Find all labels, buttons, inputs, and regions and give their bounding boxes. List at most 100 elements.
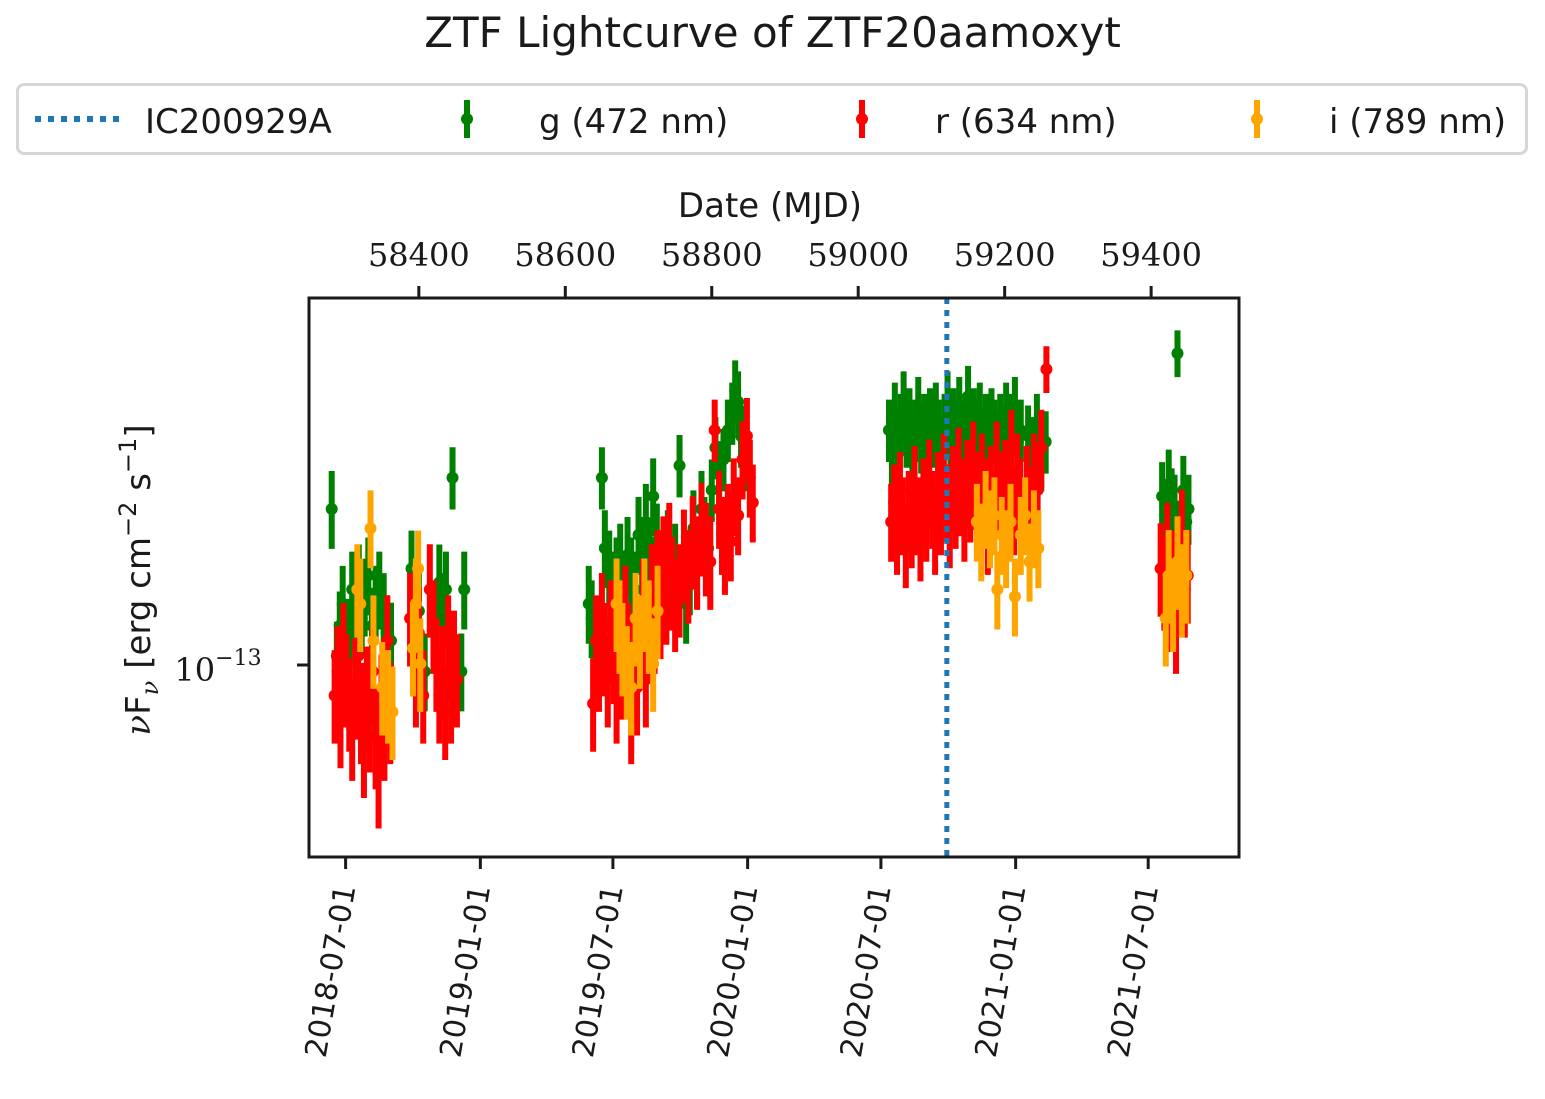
point-marker xyxy=(386,705,399,718)
data-point xyxy=(450,634,463,728)
data-layer xyxy=(325,330,1195,829)
data-point xyxy=(458,551,471,630)
y-tick-label: 10−13 xyxy=(174,646,261,689)
bottom-tick-label: 2019-01-01 xyxy=(433,882,498,1060)
bottom-tick-label: 2018-07-01 xyxy=(299,882,364,1060)
data-point xyxy=(647,618,660,712)
top-axis-label: Date (MJD) xyxy=(678,186,862,226)
data-point xyxy=(1180,530,1193,624)
legend-marker-r-dot xyxy=(856,113,868,125)
top-axis: 58400 58600 58800 59000 59200 59400 xyxy=(368,236,1202,298)
y-axis-label: νFν [erg cm−2 s−1] xyxy=(114,424,164,735)
point-marker xyxy=(352,649,365,662)
point-marker xyxy=(673,459,686,472)
data-point xyxy=(414,618,427,712)
point-marker xyxy=(325,502,338,515)
point-marker xyxy=(647,490,660,503)
point-marker xyxy=(1004,515,1017,528)
point-marker xyxy=(1019,509,1032,522)
point-marker xyxy=(740,429,753,442)
data-point xyxy=(412,530,425,609)
legend-markers xyxy=(35,100,1263,138)
data-point xyxy=(386,666,399,760)
point-marker xyxy=(647,657,660,670)
legend: IC200929A g (472 nm) r (634 nm) i (789 n… xyxy=(16,83,1528,155)
point-marker xyxy=(1035,441,1048,454)
data-point xyxy=(1008,558,1021,637)
point-marker xyxy=(746,496,759,509)
data-point xyxy=(364,490,377,569)
data-point xyxy=(1035,409,1048,488)
data-point xyxy=(704,516,717,610)
y-tick-label-base: 10 xyxy=(174,651,215,689)
data-point xyxy=(367,595,380,689)
point-marker xyxy=(364,522,377,535)
point-marker xyxy=(732,395,745,408)
legend-label-g: g (472 nm) xyxy=(539,102,729,142)
data-point xyxy=(1032,510,1045,589)
data-point xyxy=(746,464,759,543)
top-tick-label: 59400 xyxy=(1100,236,1202,274)
y-label-exp-b: −1 xyxy=(114,438,142,473)
point-marker xyxy=(1182,502,1195,515)
data-point xyxy=(354,558,367,652)
data-point xyxy=(732,477,745,556)
point-marker xyxy=(446,471,459,484)
top-tick-label: 58800 xyxy=(661,236,763,274)
point-marker xyxy=(439,583,452,596)
data-point xyxy=(625,642,638,736)
y-label-close: ] xyxy=(119,424,159,437)
series-6 xyxy=(351,471,1193,760)
data-point xyxy=(446,447,459,510)
top-tick-label: 59000 xyxy=(807,236,909,274)
data-point xyxy=(647,458,660,537)
data-point xyxy=(988,477,1001,556)
y-label-unit-b: s xyxy=(119,473,159,502)
point-marker xyxy=(651,605,664,618)
point-marker xyxy=(988,509,1001,522)
axes-frame xyxy=(307,296,1241,859)
legend-marker-i-dot xyxy=(1251,113,1263,125)
bottom-tick-label: 2021-01-01 xyxy=(969,882,1034,1060)
point-marker xyxy=(705,484,718,497)
legend-label-ic200929a: IC200929A xyxy=(145,102,332,142)
point-marker xyxy=(704,555,717,568)
data-point xyxy=(325,471,338,549)
y-label-nu: ν xyxy=(119,715,159,736)
top-tick-label: 58400 xyxy=(368,236,470,274)
y-tick-1e-13: 10−13 xyxy=(174,646,309,689)
y-tick-label-exponent: −13 xyxy=(215,646,261,671)
point-marker xyxy=(991,583,1004,596)
point-marker xyxy=(625,681,638,694)
point-marker xyxy=(412,562,425,575)
point-marker xyxy=(367,634,380,647)
data-point xyxy=(673,435,686,498)
chart-title: ZTF Lightcurve of ZTF20aamoxyt xyxy=(424,8,1121,57)
data-point xyxy=(705,459,718,522)
bottom-tick-label: 2020-07-01 xyxy=(834,882,899,1060)
point-marker xyxy=(1040,363,1053,376)
data-point xyxy=(1004,483,1017,562)
point-marker xyxy=(1180,569,1193,582)
data-point xyxy=(595,447,608,510)
data-point xyxy=(1171,330,1184,378)
data-point xyxy=(991,551,1004,630)
bottom-tick-label: 2019-07-01 xyxy=(566,882,631,1060)
data-point xyxy=(651,565,664,660)
legend-marker-g-dot xyxy=(461,113,473,125)
legend-label-i: i (789 nm) xyxy=(1329,102,1507,142)
point-marker xyxy=(354,597,367,610)
point-marker xyxy=(732,509,745,522)
point-marker xyxy=(1171,347,1184,360)
point-marker xyxy=(1032,542,1045,555)
point-marker xyxy=(414,657,427,670)
data-point xyxy=(1040,346,1053,393)
point-marker xyxy=(724,535,737,548)
data-point xyxy=(708,399,721,462)
point-marker xyxy=(1008,590,1021,603)
data-point xyxy=(1019,477,1032,556)
y-label-unit-a: [erg cm xyxy=(119,537,159,669)
point-marker xyxy=(708,424,721,437)
